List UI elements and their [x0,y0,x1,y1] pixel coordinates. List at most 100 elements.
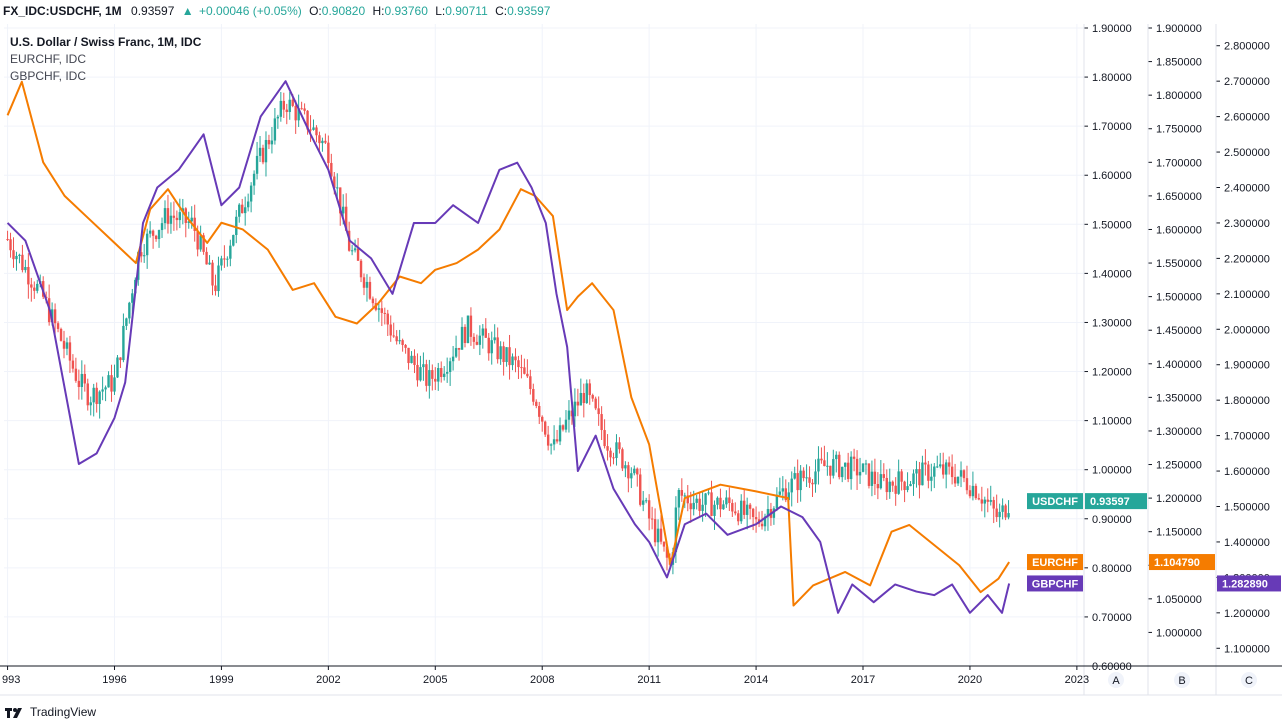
axis-b-tick-label: 1.150000 [1156,527,1202,539]
usdchf-candle-body [315,127,318,136]
usdchf-candle-body [205,251,208,265]
usdchf-candle-body [710,492,713,516]
usdchf-candle-body [440,368,443,377]
usdchf-candle-body [832,459,835,476]
usdchf-candle-body [609,450,612,458]
usdchf-candle-body [306,110,309,130]
usdchf-candle-body [677,490,681,508]
usdchf-candle-body [686,495,689,504]
usdchf-candle-body [56,323,60,329]
axis-b-tick-label: 1.300000 [1156,426,1202,438]
usdchf-candle-body [353,248,357,251]
usdchf-candle-body [799,470,802,491]
usdchf-candle-body [422,364,425,368]
axis-b-tick-label: 1.700000 [1156,157,1202,169]
usdchf-candle-body [472,336,476,342]
legend-eurchf[interactable]: EURCHF, IDC [10,52,87,66]
usdchf-candle-body [190,217,193,222]
usdchf-candle-body [933,466,936,477]
x-tick-label: 993 [2,674,20,686]
tradingview-brand[interactable]: TradingView [4,702,96,722]
usdchf-candle-body [674,507,678,553]
usdchf-candle-body [419,367,422,381]
usdchf-candle-body [148,230,152,234]
high-label: H: [372,4,385,18]
usdchf-candle-body [327,142,330,163]
usdchf-candle-body [365,281,369,288]
usdchf-candle-body [116,357,119,378]
usdchf-candle-body [977,498,981,500]
usdchf-candle-body [404,344,407,348]
usdchf-candle-body [223,258,226,260]
usdchf-candle-body [362,277,366,288]
usdchf-candle-body [499,346,502,360]
usdchf-candle-body [128,302,131,319]
axis-a-tick-label: 1.90000 [1092,23,1132,35]
usdchf-candle-body [882,474,886,478]
usdchf-candle-body [389,324,392,336]
x-tick-label: 2011 [637,674,661,686]
usdchf-candle-body [1001,505,1004,512]
usdchf-candle-body [618,442,621,450]
usdchf-candle-body [342,206,345,214]
axis-b-tick-label: 1.400000 [1156,359,1202,371]
usdchf-candle-body [339,187,342,214]
usdchf-candle-body [728,497,731,503]
scale-a-label: A [1112,675,1120,687]
axis-a-tick-label: 1.60000 [1092,170,1132,182]
usdchf-candle-body [959,470,963,477]
usdchf-candle-body [927,464,930,481]
usdchf-candle-body [716,497,719,505]
usdchf-candle-body [826,465,829,467]
usdchf-candle-body [552,439,556,445]
series-layer [6,80,1011,614]
usdchf-candle-body [838,454,841,478]
usdchf-candle-body [398,340,401,342]
usdchf-candle-body [330,162,333,177]
usdchf-candle-body [154,235,158,240]
axis-c-tick-label: 2.600000 [1224,112,1270,124]
legend-main-series[interactable]: U.S. Dollar / Swiss Franc, 1M, IDC [10,35,202,49]
axis-a-tick-label: 1.40000 [1092,268,1132,280]
usdchf-candle-body [30,284,33,288]
usdchf-candle-body [324,140,327,143]
usdchf-candle-body [719,497,722,510]
usdchf-candle-body [142,255,146,257]
usdchf-candle-body [276,116,280,119]
scale-c-badge [1241,672,1257,688]
usdchf-candle-body [273,118,277,141]
gbpchf-tag-value: 1.282890 [1222,578,1268,590]
gbpchf-tag-name-bg [1027,575,1083,592]
usdchf-candle-body [18,254,21,256]
usdchf-candle-body [867,463,871,486]
usdchf-candle-body [558,425,562,442]
usdchf-candle-body [246,201,250,208]
usdchf-candle-body [86,383,89,406]
high-value: 0.93760 [384,4,428,18]
usdchf-candle-body [784,488,787,501]
change-value: +0.00046 (+0.05%) [199,4,302,18]
usdchf-candle-body [238,204,241,217]
usdchf-candle-body [567,410,571,420]
usdchf-candle-body [196,230,199,250]
usdchf-candle-body [630,473,633,479]
legend-gbpchf[interactable]: GBPCHF, IDC [10,69,87,83]
axis-a-tick-label: 1.20000 [1092,367,1132,379]
axis-c-tick-label: 1.400000 [1224,537,1270,549]
usdchf-candle-body [615,442,618,458]
usdchf-candle-body [876,484,880,489]
symbol-label[interactable]: FX_IDC:USDCHF, 1M [3,4,122,18]
usdchf-candle-body [894,485,897,494]
usdchf-candle-body [639,474,642,505]
usdchf-candle-body [294,105,297,121]
axis-a-tick-label: 1.10000 [1092,416,1132,428]
usdchf-candle-body [166,208,170,224]
usdchf-candle-body [829,465,832,476]
usdchf-candle-body [359,260,363,278]
usdchf-candle-body [600,414,603,431]
usdchf-candle-body [169,215,173,224]
usdchf-candle-body [573,401,577,417]
usdchf-candle-body [229,245,232,259]
usdchf-candle-body [921,462,924,486]
